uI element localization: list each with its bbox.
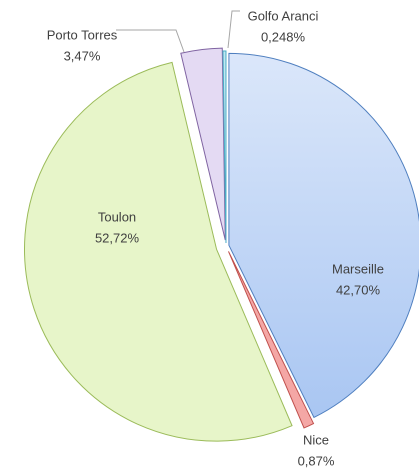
pie-slice [228, 251, 315, 429]
leader-line [116, 29, 185, 53]
slice-value-label: 0,248% [261, 29, 306, 44]
slice-label: Nice [303, 432, 329, 447]
leader-line [227, 10, 240, 49]
slice-label: Golfo Aranci [248, 8, 319, 23]
slice-label: Toulon [98, 209, 136, 224]
slice-value-label: 52,72% [95, 230, 140, 245]
pie-slice [222, 50, 227, 244]
slice-value-label: 3,47% [64, 48, 101, 63]
slice-label: Porto Torres [47, 27, 118, 42]
slice-label: Marseille [332, 261, 384, 276]
slice-value-label: 42,70% [336, 282, 381, 297]
pie-slice [228, 52, 419, 419]
pie-slice [180, 47, 226, 241]
slice-value-label: 0,87% [298, 453, 335, 468]
pie-slice [24, 61, 293, 442]
